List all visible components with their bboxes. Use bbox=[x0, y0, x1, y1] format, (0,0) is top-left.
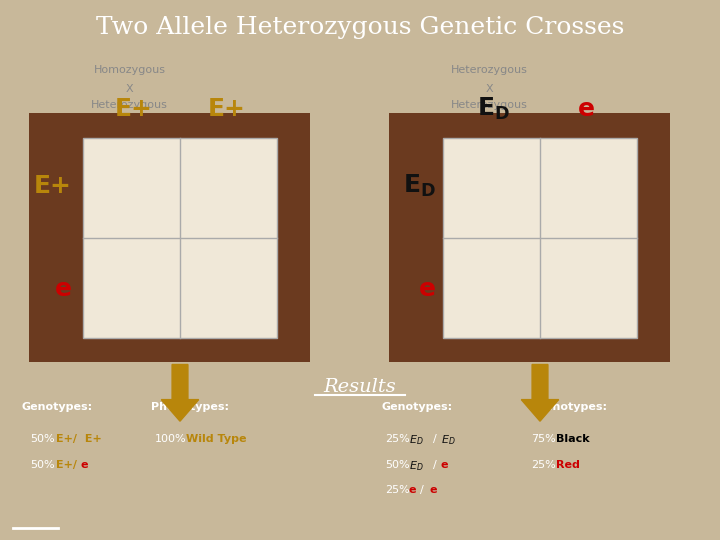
Text: 25%: 25% bbox=[385, 434, 410, 444]
Text: Heterozygous: Heterozygous bbox=[451, 65, 528, 75]
Bar bbox=[443, 138, 637, 338]
Text: X: X bbox=[486, 84, 493, 94]
Text: e: e bbox=[429, 485, 436, 496]
Text: $E_D$: $E_D$ bbox=[409, 460, 423, 474]
Text: 50%: 50% bbox=[30, 434, 55, 444]
Text: 100%: 100% bbox=[155, 434, 186, 444]
Text: e: e bbox=[55, 277, 72, 301]
FancyArrow shape bbox=[521, 364, 559, 421]
Text: X: X bbox=[126, 84, 133, 94]
FancyArrow shape bbox=[161, 364, 199, 421]
Text: Genotypes:: Genotypes: bbox=[22, 402, 93, 413]
Text: Homozygous: Homozygous bbox=[94, 65, 166, 75]
Text: e: e bbox=[81, 460, 88, 470]
Text: /: / bbox=[420, 485, 424, 496]
Text: e: e bbox=[409, 485, 416, 496]
Text: e: e bbox=[418, 277, 436, 301]
Text: E+: E+ bbox=[114, 98, 152, 122]
Text: E+/: E+/ bbox=[56, 460, 77, 470]
Text: 25%: 25% bbox=[531, 460, 556, 470]
Text: $\mathbf{E_D}$: $\mathbf{E_D}$ bbox=[477, 95, 510, 122]
Text: e: e bbox=[441, 460, 448, 470]
Text: Results: Results bbox=[323, 378, 397, 396]
Text: E+/: E+/ bbox=[56, 434, 77, 444]
Text: Heterozygous: Heterozygous bbox=[91, 100, 168, 110]
Text: Wild Type: Wild Type bbox=[186, 434, 246, 444]
Text: e: e bbox=[578, 98, 595, 122]
Text: $E_D$: $E_D$ bbox=[409, 434, 423, 448]
Text: Phenotypes:: Phenotypes: bbox=[529, 402, 607, 413]
Text: /: / bbox=[433, 434, 436, 444]
Text: 50%: 50% bbox=[30, 460, 55, 470]
Text: E+: E+ bbox=[81, 434, 102, 444]
Text: E+: E+ bbox=[208, 98, 246, 122]
Text: Genotypes:: Genotypes: bbox=[382, 402, 453, 413]
Text: Red: Red bbox=[556, 460, 580, 470]
Text: Two Allele Heterozygous Genetic Crosses: Two Allele Heterozygous Genetic Crosses bbox=[96, 16, 624, 39]
Bar bbox=[83, 138, 277, 338]
Text: E+: E+ bbox=[34, 174, 72, 198]
Bar bbox=[389, 113, 670, 362]
Text: Phenotypes:: Phenotypes: bbox=[151, 402, 229, 413]
Text: Black: Black bbox=[556, 434, 590, 444]
Text: 75%: 75% bbox=[531, 434, 556, 444]
Text: $E_D$: $E_D$ bbox=[441, 434, 455, 448]
Text: /: / bbox=[433, 460, 436, 470]
Text: Heterozygous: Heterozygous bbox=[451, 100, 528, 110]
Bar bbox=[29, 113, 310, 362]
Text: $\mathbf{E_D}$: $\mathbf{E_D}$ bbox=[402, 173, 436, 199]
Text: 25%: 25% bbox=[385, 485, 410, 496]
Text: 50%: 50% bbox=[385, 460, 410, 470]
